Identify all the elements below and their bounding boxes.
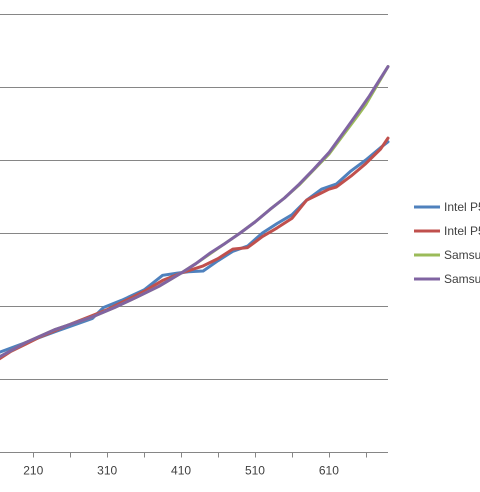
legend-label: Samsur xyxy=(444,272,480,286)
x-tick-label: 510 xyxy=(245,464,265,478)
series-line-3 xyxy=(0,65,390,359)
legend-label: Intel P5 xyxy=(444,200,480,214)
series-lines xyxy=(0,65,390,361)
series-line-1 xyxy=(0,140,390,354)
legend-label: Intel P5 xyxy=(444,224,480,238)
x-tick-label: 610 xyxy=(319,464,339,478)
x-tick-label: 410 xyxy=(171,464,191,478)
legend: Intel P5 Intel P5 Samsur Samsur xyxy=(414,200,480,286)
x-tick-labels: 210 310 410 510 610 xyxy=(23,452,367,478)
gridlines xyxy=(0,14,388,453)
legend-label: Samsur xyxy=(444,248,480,262)
series-line-4 xyxy=(0,65,390,359)
x-tick-label: 210 xyxy=(23,464,43,478)
x-tick-label: 310 xyxy=(97,464,117,478)
